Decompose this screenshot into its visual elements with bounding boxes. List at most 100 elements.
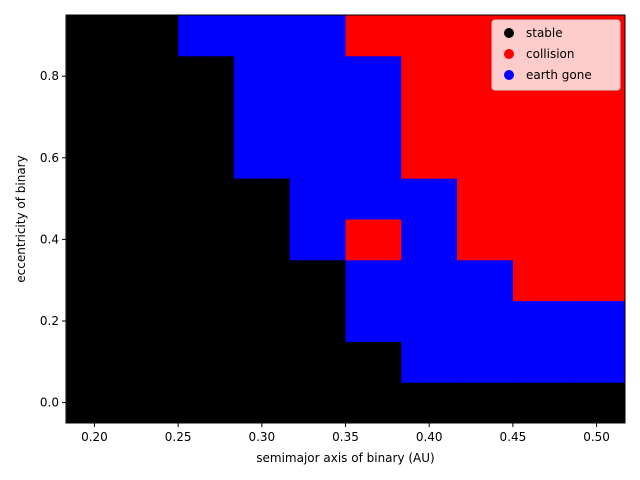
heatmap-cell bbox=[345, 341, 402, 383]
y-tick-label: 0.4 bbox=[40, 232, 59, 246]
heatmap-cell bbox=[66, 15, 123, 57]
heatmap-cell bbox=[512, 178, 570, 220]
x-tick-label: 0.50 bbox=[583, 430, 610, 444]
heatmap-cell bbox=[289, 15, 346, 57]
y-tick-label: 0.2 bbox=[40, 314, 59, 328]
heatmap-cell bbox=[122, 15, 179, 57]
heatmap-cell bbox=[178, 259, 235, 302]
heatmap-cell bbox=[122, 382, 179, 424]
x-tick-label: 0.45 bbox=[500, 430, 527, 444]
heatmap-cell bbox=[401, 178, 458, 220]
heatmap-cell bbox=[457, 137, 514, 179]
heatmap-cell bbox=[345, 259, 402, 302]
legend-box bbox=[491, 19, 621, 91]
y-tick-label: 0.6 bbox=[40, 151, 59, 165]
heatmap-cell bbox=[178, 137, 235, 179]
heatmap-cell bbox=[289, 259, 346, 302]
heatmap-cell bbox=[122, 96, 179, 138]
heatmap-cell bbox=[66, 96, 123, 138]
y-axis-label: eccentricity of binary bbox=[14, 155, 28, 282]
heatmap-cell bbox=[289, 96, 346, 138]
heatmap-cell bbox=[401, 259, 458, 302]
x-tick-label: 0.30 bbox=[248, 430, 275, 444]
x-tick-label: 0.25 bbox=[165, 430, 192, 444]
heatmap-cell bbox=[401, 300, 458, 342]
heatmap-cell bbox=[345, 15, 402, 57]
heatmap-cell bbox=[512, 341, 570, 383]
heatmap-cell bbox=[457, 300, 514, 342]
heatmap-cell bbox=[345, 137, 402, 179]
heatmap-cell bbox=[401, 96, 458, 138]
heatmap-cell bbox=[457, 259, 514, 302]
legend: stable collision earth gone bbox=[491, 19, 621, 91]
heatmap-cell bbox=[66, 219, 123, 261]
heatmap-cell bbox=[345, 300, 402, 342]
heatmap-cell bbox=[568, 341, 625, 383]
heatmap-cell bbox=[345, 55, 402, 98]
heatmap-cell bbox=[122, 341, 179, 383]
heatmap-cell bbox=[233, 55, 291, 98]
heatmap-cell bbox=[66, 382, 123, 424]
y-tick-label: 0.8 bbox=[40, 69, 59, 83]
heatmap-cell bbox=[457, 96, 514, 138]
heatmap-cell bbox=[345, 382, 402, 424]
heatmap-cell bbox=[178, 341, 235, 383]
heatmap-cell bbox=[233, 96, 291, 138]
x-tick-label: 0.40 bbox=[416, 430, 443, 444]
legend-label: collision bbox=[526, 47, 574, 61]
heatmap-cell bbox=[122, 178, 179, 220]
heatmap-cell bbox=[568, 178, 625, 220]
heatmap-cell bbox=[233, 382, 291, 424]
heatmap-cell bbox=[233, 219, 291, 261]
y-tick-label: 0.0 bbox=[40, 396, 59, 410]
heatmap-cell bbox=[289, 300, 346, 342]
legend-marker bbox=[504, 70, 514, 80]
legend-marker bbox=[504, 49, 514, 59]
heatmap-cell bbox=[289, 219, 346, 261]
heatmap-cell bbox=[401, 55, 458, 98]
heatmap-cell bbox=[512, 137, 570, 179]
x-axis-ticks: 0.20 0.25 0.30 0.35 0.40 0.45 0.50 bbox=[81, 423, 610, 444]
heatmap-cell bbox=[289, 178, 346, 220]
heatmap-cell bbox=[289, 55, 346, 98]
heatmap-cell bbox=[178, 300, 235, 342]
legend-label: earth gone bbox=[526, 68, 592, 82]
heatmap-cell bbox=[178, 15, 235, 57]
heatmap-cell bbox=[233, 259, 291, 302]
y-axis-ticks: 0.0 0.2 0.4 0.6 0.8 bbox=[40, 69, 66, 410]
heatmap-cell bbox=[345, 96, 402, 138]
heatmap-cell bbox=[457, 341, 514, 383]
heatmap-cell bbox=[512, 219, 570, 261]
heatmap-cell bbox=[568, 300, 625, 342]
heatmap-cell bbox=[568, 137, 625, 179]
heatmap-cell bbox=[233, 300, 291, 342]
heatmap-cell bbox=[178, 382, 235, 424]
heatmap-cell bbox=[233, 15, 291, 57]
heatmap-cell bbox=[122, 259, 179, 302]
heatmap-cells bbox=[66, 15, 625, 424]
heatmap-cell bbox=[568, 96, 625, 138]
x-tick-label: 0.20 bbox=[81, 430, 108, 444]
heatmap-cell bbox=[66, 341, 123, 383]
heatmap-cell bbox=[401, 219, 458, 261]
heatmap-cell bbox=[401, 382, 458, 424]
x-tick-label: 0.35 bbox=[332, 430, 359, 444]
heatmap-cell bbox=[178, 219, 235, 261]
heatmap-cell bbox=[457, 219, 514, 261]
heatmap-cell bbox=[345, 219, 402, 261]
heatmap-cell bbox=[512, 96, 570, 138]
heatmap-cell bbox=[345, 178, 402, 220]
heatmap-cell bbox=[66, 300, 123, 342]
x-axis-label: semimajor axis of binary (AU) bbox=[256, 451, 434, 465]
heatmap-cell bbox=[401, 15, 458, 57]
heatmap-cell bbox=[512, 382, 570, 424]
heatmap-cell bbox=[122, 137, 179, 179]
heatmap-cell bbox=[233, 341, 291, 383]
heatmap-cell bbox=[178, 178, 235, 220]
heatmap-cell bbox=[457, 382, 514, 424]
heatmap-cell bbox=[401, 137, 458, 179]
heatmap-cell bbox=[568, 382, 625, 424]
heatmap-cell bbox=[66, 55, 123, 98]
legend-label: stable bbox=[526, 26, 563, 40]
